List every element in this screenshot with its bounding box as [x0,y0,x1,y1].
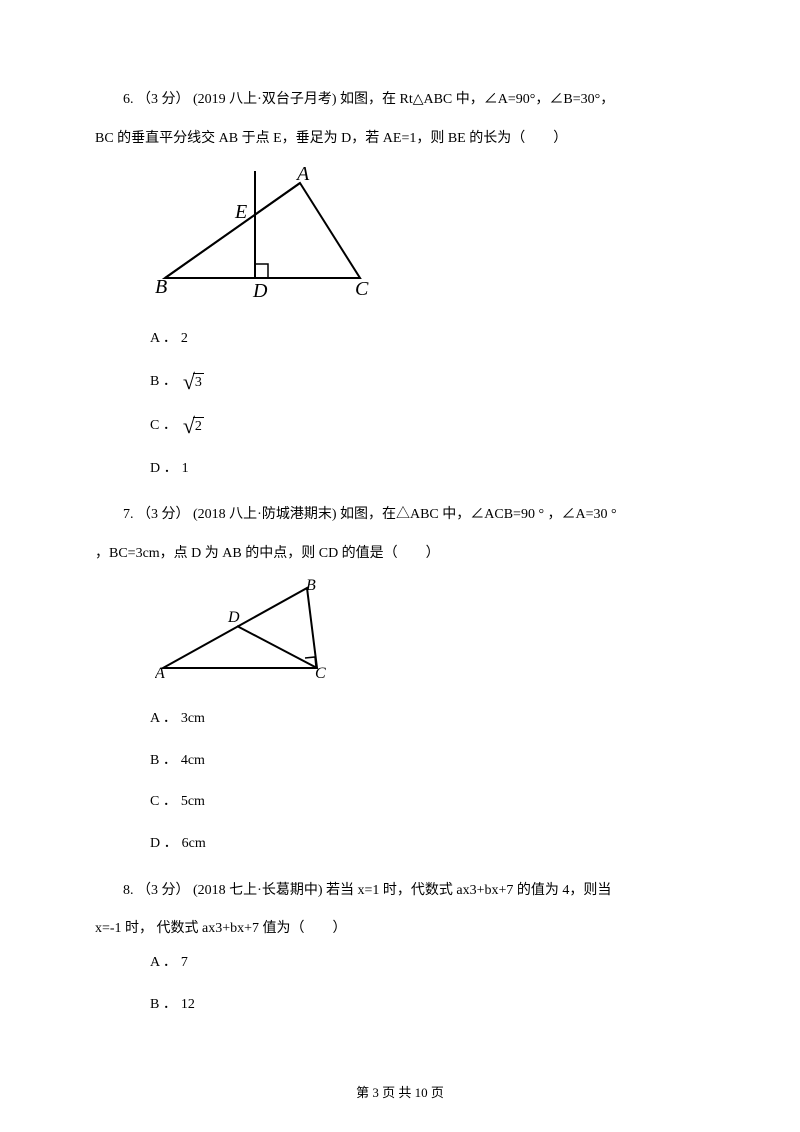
q6-label-C: C [355,278,369,300]
q7-label-C: C [315,665,326,682]
q7-line2: ，BC=3cm，点 D 为 AB 的中点，则 CD 的值是（ ） [95,539,705,570]
q7-option-C[interactable]: C ． 5cm [150,792,705,812]
q6-label-B: B [155,276,167,298]
q7-opt-D-val: 6cm [182,834,206,854]
q8-option-A[interactable]: A ． 7 [150,953,705,973]
q7-opt-A-val: 3cm [181,709,205,729]
q7-option-A[interactable]: A ． 3cm [150,709,705,729]
sqrt-icon: √2 [183,415,204,437]
q7-label-D: D [227,609,240,626]
q8-opt-B-val: 12 [181,995,195,1015]
q6-figure: A B C D E [155,163,705,311]
q6-option-D[interactable]: D ． 1 [150,459,705,479]
q6-option-C[interactable]: C ． √2 [150,415,705,437]
sqrt-icon: √3 [183,371,204,393]
q6-line2: BC 的垂直平分线交 AB 于点 E，垂足为 D，若 AE=1，则 BE 的长为… [95,124,705,155]
q7-label-A: A [155,665,165,682]
q8-option-B[interactable]: B ． 12 [150,995,705,1015]
q7-opt-B-val: 4cm [181,751,205,771]
q6-label-E: E [234,201,247,223]
q7-label-B: B [306,578,316,594]
q7-figure: A B C D [155,578,705,691]
q7-option-B[interactable]: B ． 4cm [150,751,705,771]
q7-option-D[interactable]: D ． 6cm [150,834,705,854]
q6-label-D: D [252,280,268,302]
q8-line1: 8. （3 分） (2018 七上·长葛期中) 若当 x=1 时，代数式 ax3… [95,876,705,907]
q6-opt-D-val: 1 [182,459,189,479]
page-footer: 第 3 页 共 10 页 [0,1083,800,1104]
q6-line1: 6. （3 分） (2019 八上·双台子月考) 如图，在 Rt△ABC 中，∠… [95,85,705,116]
q6-opt-A-val: 2 [181,329,188,349]
q6-label-A: A [295,163,310,185]
q6-option-B[interactable]: B ． √3 [150,371,705,393]
q6-option-A[interactable]: A ． 2 [150,329,705,349]
q7-opt-C-val: 5cm [181,792,205,812]
q7-line1: 7. （3 分） (2018 八上·防城港期末) 如图，在△ABC 中，∠ACB… [95,500,705,531]
q8-opt-A-val: 7 [181,953,188,973]
q8-line2: x=-1 时， 代数式 ax3+bx+7 值为（ ） [95,914,705,945]
